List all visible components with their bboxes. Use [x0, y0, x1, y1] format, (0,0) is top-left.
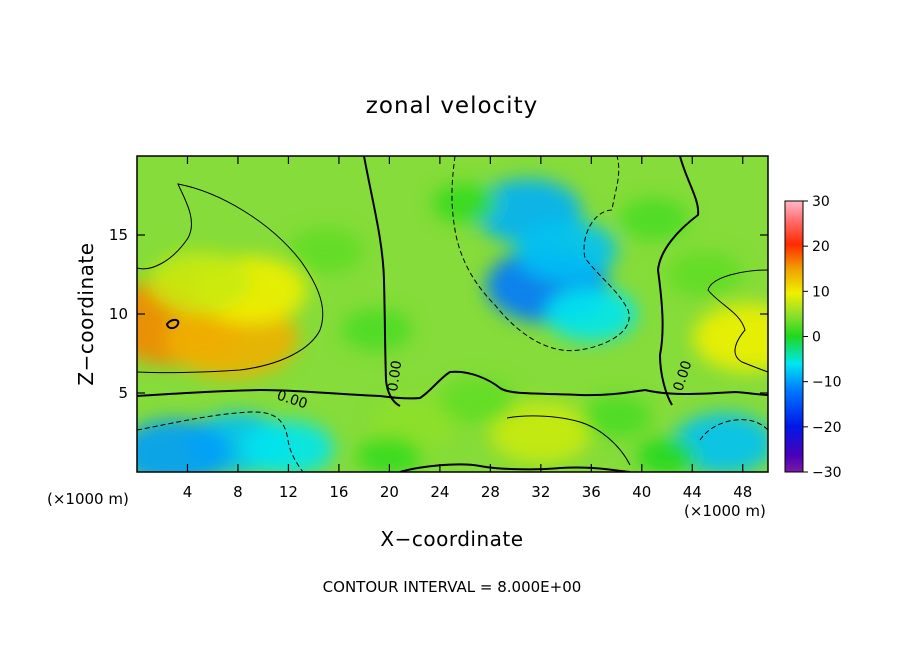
zero-contour-left-vertical — [363, 156, 401, 407]
contour-label-middle: 0.00 — [385, 359, 405, 392]
x-tick-label: 36 — [582, 483, 601, 501]
x-tick-label: 16 — [329, 483, 348, 501]
field-feature-3 — [149, 251, 251, 314]
x-tick-label: 8 — [233, 483, 243, 501]
colorbar-tick-label: 30 — [812, 194, 830, 210]
negative-contour-blue-center — [451, 156, 630, 352]
positive-contour-left — [137, 183, 324, 374]
y-tick-label: 5 — [118, 384, 128, 402]
negative-contour-bottom-left — [137, 411, 304, 472]
colorbar-ticks: 30 20 10 0 −10 −20 −30 — [803, 194, 842, 481]
x-tick-label: 24 — [430, 483, 449, 501]
colorbar-tick-label: 20 — [812, 239, 830, 255]
colorbar: 30 20 10 0 −10 −20 −30 — [784, 194, 842, 481]
y-tick-label: 15 — [109, 226, 128, 244]
field-feature-20 — [439, 378, 516, 424]
positive-contour-bottom — [506, 415, 631, 466]
field-feature-12 — [693, 303, 768, 372]
velocity-field — [137, 178, 768, 472]
field-feature-23 — [637, 438, 698, 472]
field-feature-6 — [242, 420, 335, 472]
field-feature-13 — [667, 251, 743, 298]
field-feature-21 — [356, 436, 422, 472]
field-feature-5 — [137, 419, 231, 472]
zero-contour-lower — [137, 370, 768, 400]
x-axis-label: X−coordinate — [380, 527, 523, 551]
field-feature-10 — [545, 286, 637, 342]
zero-contour-bottom — [399, 463, 631, 472]
field-feature-17 — [341, 308, 412, 351]
x-axis-ticks: 4 8 12 16 20 24 28 32 36 40 44 48 — [183, 156, 752, 501]
plot-area: 0.00 0.00 0.00 4 8 12 16 20 24 28 32 36 40 44 48 51… — [109, 155, 769, 501]
colorbar-tick-label: −10 — [812, 375, 842, 391]
x-tick-label: 48 — [733, 483, 752, 501]
colorbar-tick-label: −30 — [812, 465, 842, 481]
field-feature-22 — [581, 395, 652, 438]
colorbar-tick-label: 0 — [812, 330, 821, 346]
colorbar-tick-label: 10 — [812, 284, 830, 300]
colorbar-gradient — [784, 200, 804, 473]
field-feature-16 — [288, 228, 365, 274]
x-tick-label: 40 — [632, 483, 651, 501]
x-unit-left: (×1000 m) — [47, 490, 129, 508]
contour-lines — [137, 156, 768, 472]
zero-contour-right-vertical — [656, 156, 700, 406]
colorbar-tick-label: −20 — [812, 420, 842, 436]
zero-contour-loop — [165, 318, 180, 330]
x-tick-label: 12 — [279, 483, 298, 501]
chart-title: zonal velocity — [366, 93, 538, 119]
y-axis-label: Z−coordinate — [74, 242, 98, 385]
x-tick-label: 4 — [183, 483, 193, 501]
x-tick-label: 44 — [683, 483, 702, 501]
positive-contour-right — [707, 269, 768, 373]
y-axis-ticks: 5 10 15 — [109, 226, 768, 402]
x-unit-right: (×1000 m) — [684, 502, 766, 520]
x-tick-label: 32 — [531, 483, 550, 501]
field-feature-18 — [432, 183, 498, 223]
y-tick-label: 10 — [109, 305, 128, 323]
x-tick-label: 28 — [481, 483, 500, 501]
negative-contour-bottom-right — [699, 419, 768, 441]
field-feature-9 — [515, 220, 617, 282]
contour-interval-note: CONTOUR INTERVAL = 8.000E+00 — [323, 578, 582, 596]
field-feature-19 — [619, 198, 690, 241]
x-tick-label: 20 — [380, 483, 399, 501]
